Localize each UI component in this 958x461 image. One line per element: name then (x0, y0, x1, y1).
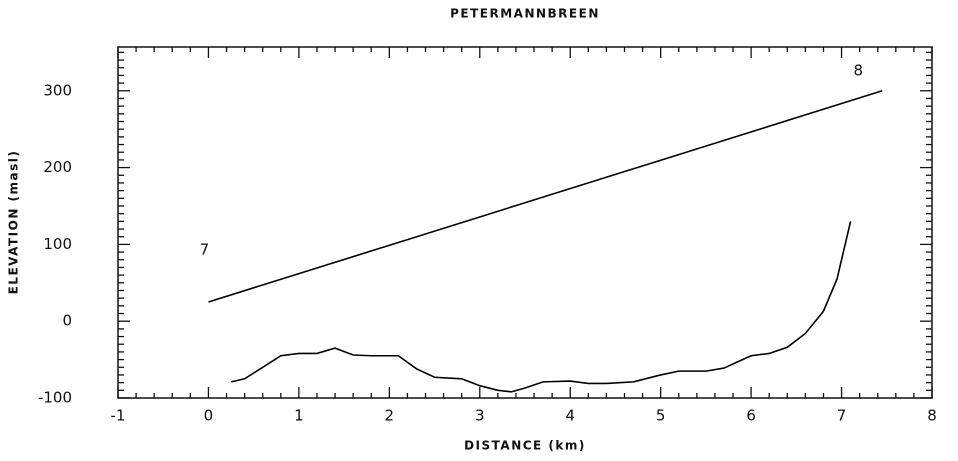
plot-frame (117, 46, 933, 399)
y-axis-label: ELEVATION (masl) (7, 150, 21, 295)
y-tick-label: 300 (43, 81, 72, 99)
x-tick-label: 8 (927, 407, 937, 425)
y-tick-label: -100 (38, 389, 72, 407)
x-tick-label: -1 (111, 407, 126, 425)
x-axis-label: DISTANCE (km) (464, 439, 586, 453)
y-tick-label: 200 (43, 158, 72, 176)
y-tick-label: 0 (62, 312, 72, 330)
annotation: 8 (853, 61, 863, 79)
line-series (208, 90, 883, 303)
x-tick-label: 5 (656, 407, 666, 425)
x-tick-label: 6 (746, 407, 756, 425)
x-tick-label: 4 (565, 407, 575, 425)
x-tick-label: 2 (385, 407, 395, 425)
chart-title: PETERMANNBREEN (450, 7, 600, 21)
x-tick-label: 0 (204, 407, 214, 425)
annotation: 7 (200, 240, 210, 258)
line-series (230, 221, 852, 393)
x-tick-label: 3 (475, 407, 485, 425)
y-tick-label: 100 (43, 235, 72, 253)
x-tick-label: 1 (294, 407, 304, 425)
x-tick-label: 7 (837, 407, 847, 425)
